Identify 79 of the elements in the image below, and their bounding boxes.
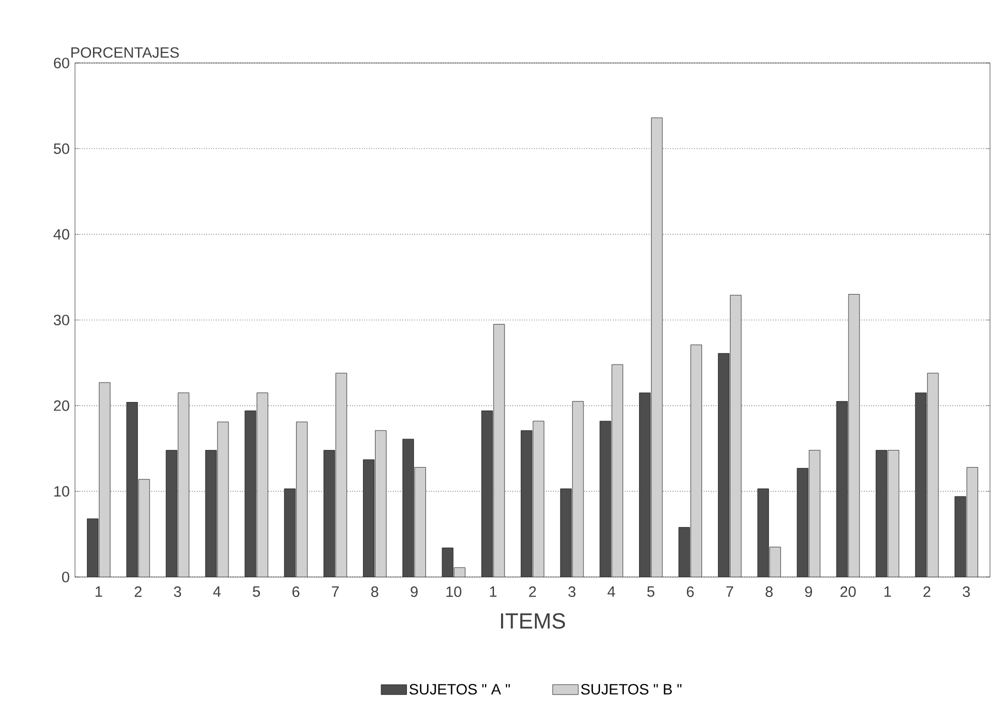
x-tick-label: 3 bbox=[174, 586, 182, 598]
bar bbox=[324, 450, 336, 577]
x-tick-label: 2 bbox=[134, 586, 142, 597]
y-tick-label: 60 bbox=[54, 58, 70, 68]
bar bbox=[954, 496, 966, 577]
bar bbox=[520, 430, 532, 577]
x-tick-label: 3 bbox=[962, 586, 970, 598]
bar bbox=[927, 372, 939, 577]
bar bbox=[363, 460, 374, 577]
legend-label: SUJETOS " A " bbox=[410, 684, 510, 695]
x-tick-label: 1 bbox=[96, 586, 102, 597]
x-tick-label: 6 bbox=[686, 586, 694, 598]
bar bbox=[796, 468, 808, 577]
bar bbox=[612, 364, 624, 577]
bar bbox=[757, 488, 769, 577]
x-axis-title: ITEMS bbox=[501, 613, 565, 629]
bar bbox=[256, 392, 268, 577]
bar bbox=[375, 430, 386, 577]
bar bbox=[836, 401, 848, 577]
bar bbox=[651, 118, 663, 577]
bar bbox=[296, 422, 308, 577]
x-tick-label: 2 bbox=[924, 586, 930, 597]
bar bbox=[244, 410, 256, 577]
x-tick-label: 20 bbox=[840, 586, 856, 598]
bar bbox=[808, 450, 820, 577]
bar bbox=[639, 392, 651, 577]
legend-label: SUJETOS " B " bbox=[581, 684, 682, 695]
bar bbox=[915, 392, 927, 577]
x-tick-label: 7 bbox=[332, 586, 339, 597]
x-tick-label: 2 bbox=[529, 586, 536, 597]
x-tick-label: 8 bbox=[371, 586, 378, 598]
y-tick-label: 10 bbox=[54, 486, 70, 497]
x-tick-label: 5 bbox=[647, 586, 654, 597]
x-tick-label: 7 bbox=[726, 586, 734, 597]
y-tick-label: 0 bbox=[62, 572, 70, 582]
x-tick-label: 1 bbox=[884, 586, 891, 597]
bar bbox=[336, 372, 348, 577]
y-tick-label: 20 bbox=[54, 400, 70, 411]
bar bbox=[217, 422, 229, 577]
bar bbox=[769, 546, 781, 577]
y-axis-title: PORCENTAJES bbox=[71, 47, 179, 58]
x-tick-label: 8 bbox=[766, 586, 773, 598]
bar bbox=[481, 410, 493, 577]
bar bbox=[678, 527, 690, 577]
bar bbox=[876, 450, 888, 577]
x-tick-label: 5 bbox=[252, 586, 260, 597]
y-tick-label: 40 bbox=[54, 229, 70, 240]
x-tick-label: 3 bbox=[568, 586, 576, 598]
x-tick-label: 4 bbox=[608, 586, 616, 597]
bar bbox=[98, 382, 110, 577]
bar bbox=[690, 344, 702, 577]
bar bbox=[178, 392, 190, 577]
x-tick-label: 6 bbox=[292, 586, 300, 598]
bar bbox=[166, 450, 178, 577]
bar bbox=[848, 294, 860, 577]
x-tick-label: 9 bbox=[410, 586, 418, 598]
x-tick-label: 4 bbox=[213, 586, 221, 597]
bar bbox=[493, 324, 505, 577]
bar bbox=[86, 518, 98, 577]
bar bbox=[402, 438, 414, 577]
bar bbox=[718, 353, 730, 577]
y-tick-label: 30 bbox=[54, 314, 70, 326]
y-tick-label: 50 bbox=[54, 143, 70, 154]
bar bbox=[284, 488, 296, 577]
bar bbox=[888, 450, 900, 577]
bar bbox=[442, 548, 454, 577]
bar bbox=[414, 467, 426, 577]
bar bbox=[730, 294, 742, 577]
bar bbox=[126, 402, 138, 577]
bar bbox=[572, 401, 584, 577]
bar bbox=[600, 420, 612, 577]
bar bbox=[138, 479, 150, 577]
bar bbox=[966, 467, 978, 577]
bar bbox=[560, 488, 572, 577]
x-tick-label: 9 bbox=[805, 586, 812, 598]
x-tick-label: 10 bbox=[446, 586, 462, 598]
x-tick-label: 1 bbox=[490, 586, 496, 597]
bar bbox=[532, 420, 544, 577]
bar bbox=[205, 450, 217, 577]
